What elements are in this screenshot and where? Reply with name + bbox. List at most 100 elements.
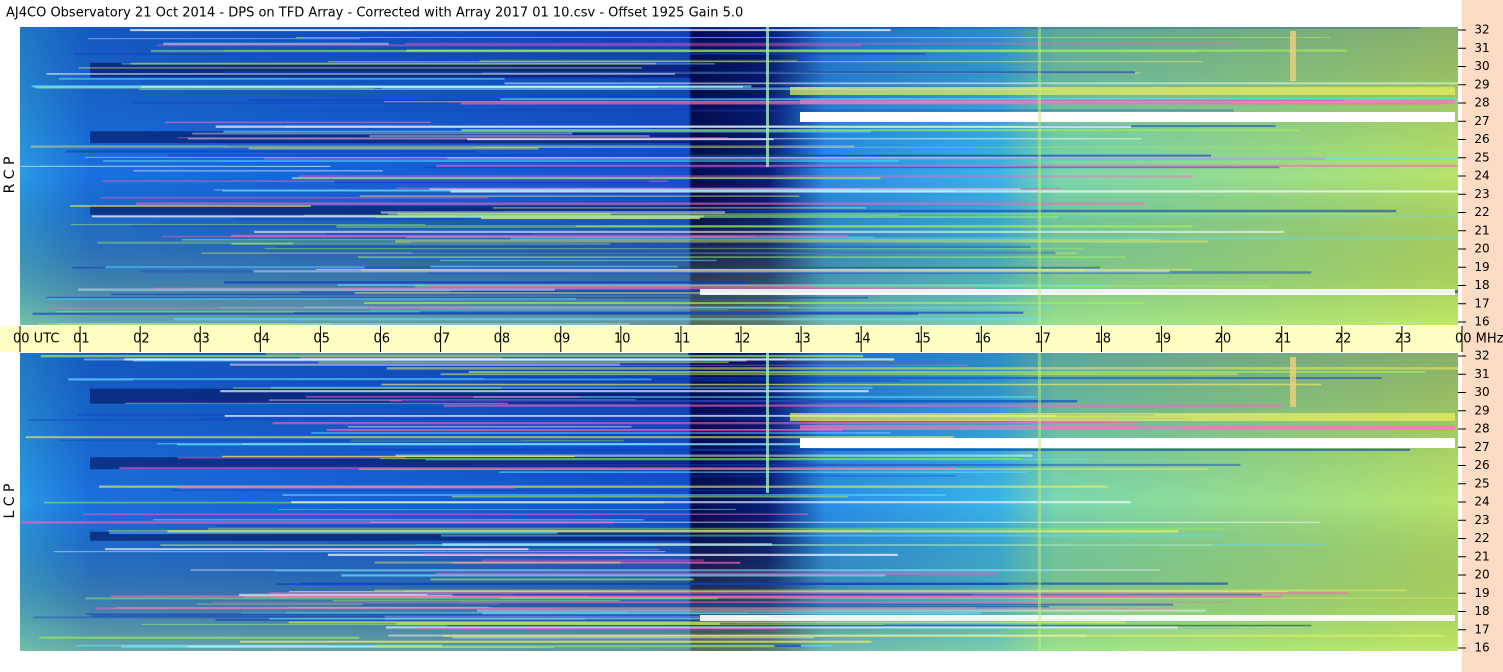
noise-line [341,574,886,577]
spectrogram-panel [20,27,1459,326]
noise-line [201,252,1078,254]
noise-line [253,230,1285,234]
noise-line [238,593,453,596]
time-label: 07 [434,332,451,347]
noise-line [270,386,873,389]
noise-line [426,271,1312,274]
noise-line [359,195,800,197]
noise-line [139,88,1058,90]
noise-line [39,636,360,639]
time-label: 00 MHz [1455,332,1503,347]
noise-line [90,614,736,618]
noise-line [347,426,632,428]
noise-line [440,373,1239,376]
noise-line [133,379,900,382]
noise-line [77,413,1155,417]
noise-line [156,443,651,445]
noise-line [328,61,1203,63]
vertical-line [1038,27,1041,325]
noise-line [30,145,855,148]
frequency-label: 17 [1474,296,1489,310]
noise-line [263,157,1326,161]
noise-line [276,583,1009,585]
time-axis-bar [0,326,1462,352]
noise-line [417,627,779,630]
noise-line [187,645,535,648]
noise-line [336,225,1193,228]
frequency-label: 24 [1474,495,1489,509]
noise-line [361,448,1410,451]
frequency-label: 29 [1474,403,1489,417]
burst [1290,31,1296,81]
noise-line [71,223,426,226]
noise-line [440,259,717,262]
noise-line [56,311,420,313]
noise-line [119,466,956,470]
noise-line [105,548,529,551]
noise-line [272,421,1141,425]
noise-line [150,49,1198,53]
noise-line [502,209,1397,213]
time-label: 18 [1095,332,1112,347]
noise-line [306,396,580,398]
noise-line [155,287,974,290]
noise-line [388,212,1391,215]
noise-line [443,634,1446,638]
noise-line [395,454,1033,457]
vertical-line [1038,353,1041,651]
noise-line [365,306,699,309]
noise-line [173,317,1044,321]
noise-line [97,607,563,609]
noise-line [167,530,1179,533]
noise-line [461,601,1039,603]
white-band [800,112,1455,122]
frequency-label: 26 [1474,132,1489,146]
time-label: 17 [1034,332,1051,347]
noise-line [326,429,843,431]
noise-line [133,170,383,172]
noise-line [482,559,704,562]
noise-line [100,197,489,199]
dark-band [90,531,693,541]
noise-line [196,603,500,605]
frequency-label: 30 [1474,59,1489,73]
noise-line [46,296,868,299]
noise-line [447,624,1312,627]
noise-line [468,371,1425,373]
noise-line [213,601,1230,604]
frequency-label: 22 [1474,205,1489,219]
white-band [700,615,1455,621]
noise-line [311,431,891,434]
noise-line [285,611,628,614]
noise-line [130,62,656,65]
noise-line [177,137,728,139]
noise-line [265,353,688,356]
noise-line [86,613,692,616]
panels: R C P 32 31 30 29 28 27 26 25 24 23 22 21 20 19 18 17 16 L… [2,23,1503,655]
noise-line [59,439,522,442]
noise-line [504,82,1458,85]
noise-line [282,494,946,496]
noise-line [357,256,1127,258]
noise-line [456,215,1459,217]
noise-line [192,132,573,135]
noise-line [318,361,729,364]
noise-line [59,77,505,80]
frequency-strip [1462,0,1503,672]
noise-line [361,268,1085,272]
noise-line [248,99,1343,102]
noise-line [85,597,718,600]
time-label: 11 [674,332,691,347]
noise-line [443,404,1283,407]
noise-line [232,387,502,389]
burst [1290,357,1296,407]
noise-line [441,534,1224,537]
noise-line [386,626,1178,629]
noise-line [483,377,1382,379]
time-label: 06 [374,332,391,347]
noise-line [36,87,375,89]
noise-line [416,544,1326,546]
frequency-label: 32 [1474,23,1489,37]
noise-line [130,225,576,227]
noise-line [473,396,1038,398]
